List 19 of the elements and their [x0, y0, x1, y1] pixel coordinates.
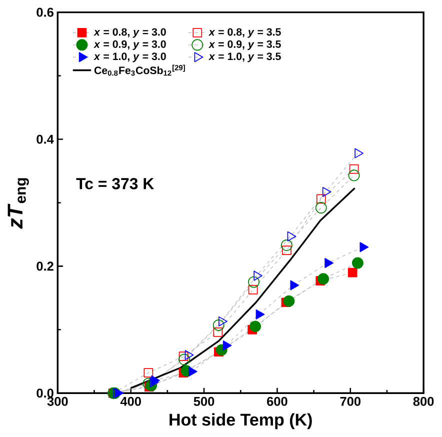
y-tick-label: 0.4	[36, 134, 54, 144]
x-axis-title: Hot side Temp (K)	[170, 413, 312, 430]
legend-label: x = 1.0, y = 3.0	[94, 52, 166, 62]
y-tick-label: 0.2	[36, 262, 54, 271]
legend-label: x = 0.8, y = 3.0	[94, 28, 166, 38]
legend-label: x = 0.9, y = 3.0	[94, 40, 166, 50]
x-tick-label: 400	[120, 396, 141, 406]
y-axis-title: zT$_{eng}$	[8, 178, 29, 229]
annotation: Tc = 373 K	[76, 178, 154, 190]
legend-label: x = 0.8, y = 3.5	[208, 28, 281, 38]
legend-label: x = 1.0, y = 3.5	[208, 52, 281, 62]
y-tick-label: 0.6	[36, 8, 54, 17]
y-tick-label: 0.0	[36, 388, 54, 398]
x-tick-label: 500	[194, 396, 214, 406]
x-tick-label: 800	[413, 396, 434, 406]
x-tick-label: 300	[47, 396, 68, 406]
x-tick-label: 600	[267, 396, 288, 406]
legend-label: x = 0.9, y = 3.5	[208, 40, 281, 50]
x-tick-label: 700	[340, 396, 360, 406]
